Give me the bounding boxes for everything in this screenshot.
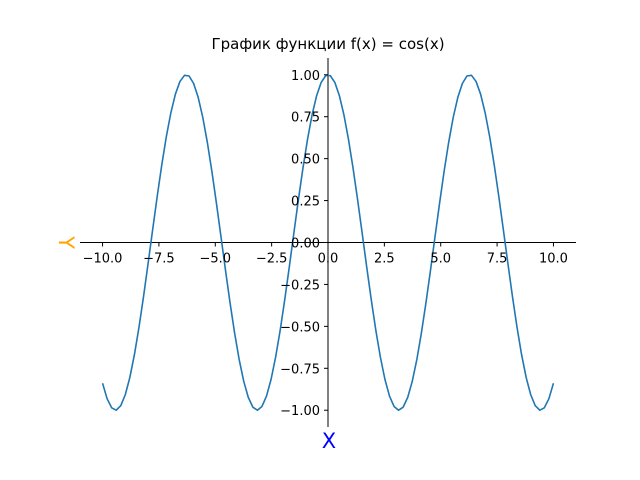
y-tick-label: 0.00 [291,237,320,252]
y-tick-label: 0.50 [291,153,320,168]
y-tick-label: −0.25 [280,278,320,293]
chart-title: График функции f(x) = cos(x) [211,35,444,53]
x-tick-label: −5.0 [199,252,231,267]
y-axis-label: Y [54,235,78,249]
series-layer [101,74,555,412]
x-tick-label: 0.0 [318,252,339,267]
x-tick-label: −2.5 [256,252,288,267]
x-axis-label: X [322,429,336,453]
y-tick-label: −0.75 [280,362,320,377]
y-tick-label: 0.75 [291,111,320,126]
x-tick-label: 2.5 [374,252,395,267]
x-tick-label: −10.0 [83,252,123,267]
y-tick-label: −0.50 [280,320,320,335]
x-tick-label: 5.0 [430,252,451,267]
y-tick-label: 0.25 [291,195,320,210]
ticks-layer: −10.0 −7.5 −5.0 −2.5 0.0 2.5 5.0 7.5 10.0 −1.00 −0… [83,69,568,419]
x-tick-label: 10.0 [539,252,568,267]
x-tick-label: −7.5 [143,252,175,267]
series-line-cos [101,74,555,412]
x-tick-label: 7.5 [487,252,508,267]
y-tick-label: −1.00 [280,404,320,419]
y-tick-label: 1.00 [291,69,320,84]
